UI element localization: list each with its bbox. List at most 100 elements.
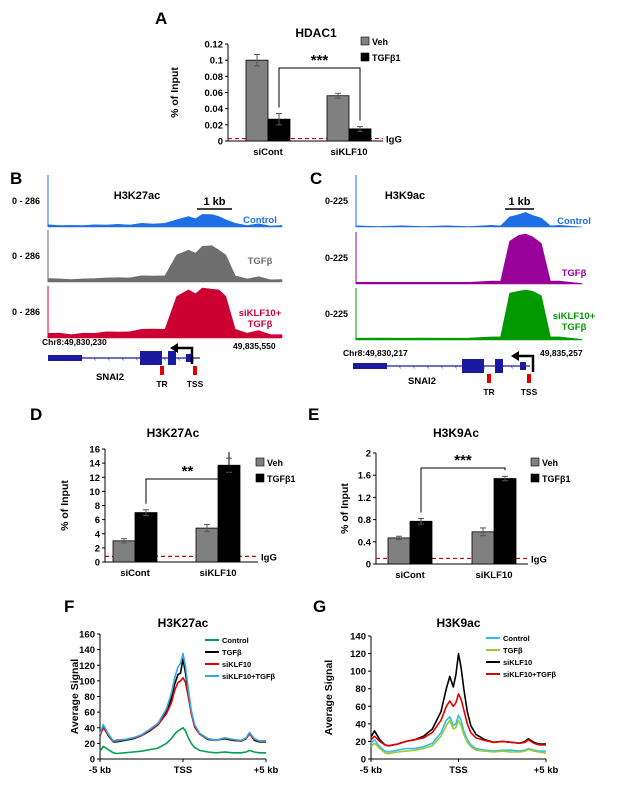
coord-right: 49,835,257 [540, 348, 583, 358]
y-tick-label: 140 [79, 645, 95, 656]
chart-title: H3K9Ac [433, 426, 479, 440]
signal-track [355, 212, 583, 228]
scale-bar-label: 1 kb [203, 196, 225, 208]
bar-TGFβ1-siCont [134, 512, 158, 563]
legend-label: siKLF10+TGFβ [503, 670, 557, 679]
igg-label: IgG [531, 554, 547, 565]
panel-letter-B: B [10, 169, 22, 188]
x-tick-label: TSS [449, 765, 467, 776]
y-tick-label: 2 [366, 449, 371, 460]
y-tick-label: 10 [89, 487, 100, 498]
gene-exon [462, 359, 484, 373]
y-tick-label: 0 [361, 755, 366, 766]
x-tick-label: siCont [120, 568, 150, 579]
significance-bracket [278, 67, 361, 121]
x-tick-label: -5 kb [360, 765, 382, 776]
y-tick-label: 140 [350, 632, 366, 643]
y-tick-label: 6 [95, 515, 100, 526]
track-label: siKLF10+ [553, 311, 596, 322]
x-tick-label: -5 kb [89, 765, 111, 776]
legend-swatch [530, 473, 540, 483]
strand-arrow: ‹ [136, 356, 139, 363]
y-tick-label: 0.04 [205, 104, 224, 115]
strand-arrow: ‹ [94, 356, 97, 363]
track-title: H3K27ac [114, 190, 160, 202]
signal-track [47, 287, 283, 339]
x-tick-label: TSS [174, 765, 192, 776]
series-line-siKLF10 [370, 652, 546, 747]
strand-arrow: ‹ [108, 356, 111, 363]
legend-label: siKLF10 [222, 660, 251, 669]
y-tick-label: 0.12 [205, 40, 224, 51]
significance-stars: *** [454, 452, 472, 469]
bar-TGFβ1-siKLF10 [493, 478, 517, 565]
significance-stars: *** [311, 52, 329, 69]
panel-letter-A: A [155, 9, 167, 28]
gene-exon [186, 354, 192, 362]
strand-arrow: ‹ [511, 364, 514, 371]
strand-arrow: ‹ [192, 356, 195, 363]
strand-arrow: ‹ [178, 356, 181, 363]
signal-track [47, 214, 283, 228]
legend-label-TGFβ1: TGFβ1 [267, 474, 296, 484]
panel-letter-D: D [30, 405, 42, 424]
strand-arrow: ‹ [164, 356, 167, 363]
x-tick-label: siKLF10 [476, 570, 513, 581]
track-label: siKLF10+ [239, 308, 282, 319]
tss-arrow [517, 354, 535, 372]
signal-track [47, 245, 283, 283]
strand-arrow: ‹ [469, 364, 472, 371]
tss-arrow [176, 346, 194, 364]
y-axis-label: % of Input [169, 67, 181, 118]
gene-name: SNAI2 [96, 372, 124, 383]
chart-title: H3K27Ac [147, 426, 200, 440]
track-label: Control [557, 216, 591, 227]
legend-label: siKLF10 [503, 658, 532, 667]
tr-label: TR [156, 379, 167, 389]
strand-arrow: ‹ [399, 364, 402, 371]
panel-letter-G: G [313, 597, 326, 616]
y-tick-label: 120 [350, 649, 366, 660]
y-tick-label: 60 [84, 708, 95, 719]
gene-exon [495, 359, 503, 373]
legend-label-Veh: Veh [372, 37, 388, 47]
bar-TGFβ1-siCont [409, 520, 433, 565]
x-tick-label: siCont [395, 570, 425, 581]
tss-marker [527, 374, 531, 383]
tss-label: TSS [521, 387, 538, 397]
y-tick-label: 14 [89, 459, 100, 470]
track-label: TGFβ [562, 322, 587, 333]
gene-exon [168, 351, 176, 365]
bar-Veh-siKLF10 [195, 527, 219, 563]
legend-label: Control [222, 636, 249, 645]
gene-exon [520, 362, 526, 370]
y-tick-label: 0.8 [358, 515, 371, 526]
y-axis-label: % of Input [339, 483, 351, 534]
track-label: TGFβ [562, 268, 587, 279]
track-range: 0-225 [325, 253, 348, 263]
significance-stars: ** [182, 463, 194, 480]
coord-left: Chr8:49,830,217 [343, 348, 408, 358]
x-tick-label: siCont [253, 147, 283, 158]
signal-track [355, 233, 583, 285]
y-tick-label: 80 [84, 692, 95, 703]
chart-title: HDAC1 [295, 26, 337, 40]
legend-label: TGFβ [503, 646, 523, 655]
y-axis-label: Average Signal [323, 660, 335, 736]
y-tick-label: 1.2 [358, 493, 371, 504]
y-tick-label: 0 [90, 755, 95, 766]
legend-label-TGFβ1: TGFβ1 [542, 474, 571, 484]
strand-arrow: ‹ [150, 356, 153, 363]
y-tick-label: 0 [95, 558, 100, 569]
panel-letter-E: E [308, 405, 319, 424]
track-label: TGFβ [248, 256, 273, 267]
bar-Veh-siCont [245, 59, 269, 142]
y-tick-label: 20 [84, 739, 95, 750]
track-range: 0 - 286 [12, 251, 40, 261]
y-tick-label: 2 [95, 543, 100, 554]
y-axis-label: % of Input [59, 480, 71, 531]
chart-title: H3K9ac [436, 616, 480, 630]
legend-label-TGFβ1: TGFβ1 [372, 53, 401, 63]
legend-label: Control [503, 634, 530, 643]
bar-Veh-siKLF10 [326, 95, 350, 142]
